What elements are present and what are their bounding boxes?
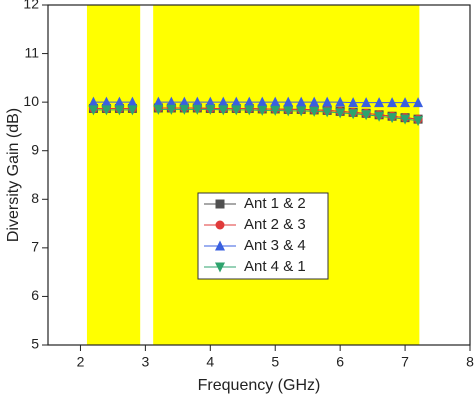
legend-marker (215, 220, 225, 230)
y-tick-label: 6 (31, 287, 39, 303)
marker (322, 96, 333, 107)
marker (257, 105, 268, 116)
marker (374, 97, 385, 108)
marker (283, 96, 294, 107)
band (153, 5, 420, 345)
x-tick-label: 8 (466, 354, 474, 370)
y-tick-label: 7 (31, 239, 39, 255)
y-axis-label: Diversity Gain (dB) (5, 108, 22, 242)
marker (374, 111, 385, 122)
marker (270, 105, 281, 116)
y-tick-label: 11 (24, 44, 39, 60)
marker (127, 105, 138, 116)
marker (101, 96, 112, 107)
marker (231, 96, 242, 107)
marker (166, 96, 177, 107)
marker (179, 104, 190, 115)
x-tick-label: 4 (206, 354, 214, 370)
legend: Ant 1 & 2 Ant 2 & 3 Ant 3 & 4 Ant 4 & 1 (197, 192, 329, 280)
legend-label: Ant 3 & 4 (244, 237, 306, 254)
marker (296, 96, 307, 107)
x-tick-label: 3 (141, 354, 149, 370)
marker (322, 107, 333, 118)
marker (101, 105, 112, 116)
y-tick-label: 12 (23, 0, 39, 12)
band (86, 5, 141, 345)
marker (166, 104, 177, 115)
marker (309, 106, 320, 117)
marker (413, 97, 424, 108)
marker (205, 96, 216, 107)
marker (244, 96, 255, 107)
y-tick-label: 8 (31, 190, 39, 206)
marker (218, 105, 229, 116)
marker (348, 97, 359, 108)
marker (231, 105, 242, 116)
plot-frame (47, 4, 471, 346)
marker (153, 96, 164, 107)
marker (400, 97, 411, 108)
marker (400, 114, 411, 125)
legend-label: Ant 1 & 2 (244, 195, 306, 212)
marker (283, 106, 294, 117)
y-tick-label: 10 (23, 93, 39, 109)
marker (335, 108, 346, 119)
marker (192, 96, 203, 107)
legend-label: Ant 2 & 3 (244, 216, 306, 233)
y-tick-label: 5 (31, 336, 39, 352)
marker (179, 96, 190, 107)
marker (387, 97, 398, 108)
marker (361, 97, 372, 108)
marker (114, 96, 125, 107)
marker (192, 104, 203, 115)
x-tick-label: 6 (336, 354, 344, 370)
marker (88, 96, 99, 107)
marker (114, 105, 125, 116)
legend-marker (215, 240, 225, 251)
marker (387, 113, 398, 124)
marker (348, 109, 359, 120)
y-tick-label: 9 (31, 141, 39, 157)
legend-marker (215, 199, 225, 209)
marker (309, 96, 320, 107)
legend-marker (215, 262, 225, 273)
marker (257, 96, 268, 107)
marker (296, 106, 307, 117)
x-tick-label: 2 (77, 354, 85, 370)
x-tick-label: 7 (401, 354, 409, 370)
x-tick-label: 5 (271, 354, 279, 370)
marker (335, 96, 346, 107)
marker (218, 96, 229, 107)
marker (127, 96, 138, 107)
marker (88, 105, 99, 116)
marker (413, 116, 424, 127)
marker (361, 110, 372, 121)
marker (244, 105, 255, 116)
marker (205, 104, 216, 115)
marker (153, 104, 164, 115)
marker (270, 96, 281, 107)
legend-label: Ant 4 & 1 (244, 258, 306, 275)
x-axis-label: Frequency (GHz) (198, 377, 321, 394)
